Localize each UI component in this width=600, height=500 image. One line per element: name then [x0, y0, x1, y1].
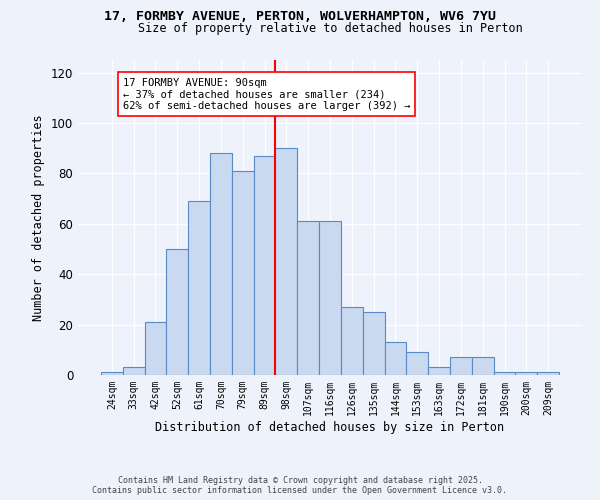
- Title: Size of property relative to detached houses in Perton: Size of property relative to detached ho…: [137, 22, 523, 35]
- Bar: [123, 368, 145, 375]
- Bar: [166, 249, 188, 375]
- Bar: [232, 171, 254, 375]
- Bar: [101, 372, 123, 375]
- X-axis label: Distribution of detached houses by size in Perton: Distribution of detached houses by size …: [155, 420, 505, 434]
- Bar: [385, 342, 406, 375]
- Bar: [145, 322, 166, 375]
- Bar: [494, 372, 515, 375]
- Y-axis label: Number of detached properties: Number of detached properties: [32, 114, 45, 321]
- Text: Contains HM Land Registry data © Crown copyright and database right 2025.
Contai: Contains HM Land Registry data © Crown c…: [92, 476, 508, 495]
- Bar: [406, 352, 428, 375]
- Bar: [428, 368, 450, 375]
- Bar: [537, 372, 559, 375]
- Bar: [297, 222, 319, 375]
- Bar: [319, 222, 341, 375]
- Bar: [515, 372, 537, 375]
- Bar: [210, 153, 232, 375]
- Bar: [188, 201, 210, 375]
- Bar: [341, 307, 363, 375]
- Bar: [254, 156, 275, 375]
- Bar: [472, 358, 494, 375]
- Text: 17, FORMBY AVENUE, PERTON, WOLVERHAMPTON, WV6 7YU: 17, FORMBY AVENUE, PERTON, WOLVERHAMPTON…: [104, 10, 496, 23]
- Bar: [363, 312, 385, 375]
- Bar: [450, 358, 472, 375]
- Text: 17 FORMBY AVENUE: 90sqm
← 37% of detached houses are smaller (234)
62% of semi-d: 17 FORMBY AVENUE: 90sqm ← 37% of detache…: [123, 78, 410, 111]
- Bar: [275, 148, 297, 375]
